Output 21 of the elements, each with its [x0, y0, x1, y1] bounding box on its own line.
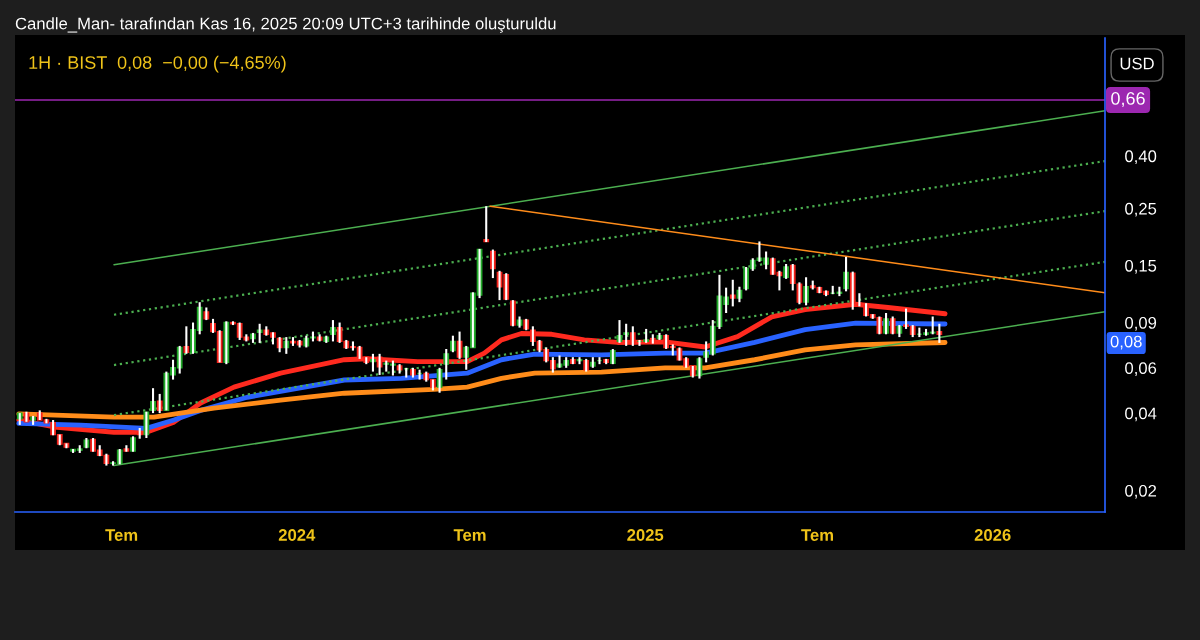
text: 1H · BIST 0,08 −0,00 (−4,65%) [29, 55, 286, 73]
y-tick-label: 0,15 [1125, 259, 1157, 274]
x-tick-label: 2024 [278, 529, 316, 541]
x-tick-label: 2025 [627, 529, 664, 541]
line-series [16, 340, 948, 420]
y-tick-label: 0,06 [1125, 362, 1157, 376]
text: 0,08 [1110, 335, 1142, 350]
y-tick-label: 0,02 [1125, 484, 1157, 499]
y-tick-label: 0,04 [1125, 407, 1157, 422]
x-tick-label: Tem [801, 529, 833, 541]
candlestick [123, 444, 130, 453]
y-tick-label: 0,40 [1125, 150, 1157, 165]
y-tick-label: 0,25 [1125, 202, 1157, 217]
x-tick-label: Tem [453, 529, 486, 541]
x-tick-label: 2026 [974, 529, 1011, 541]
text: USD [1120, 57, 1154, 70]
ref-line-label: 0,66 [1111, 92, 1145, 107]
text: Candle_Man- tarafından Kas 16, 2025 20:09 UTC+3 tarihinde oluşturuldu [15, 17, 556, 33]
x-tick-label: Tem [105, 529, 138, 541]
line-series [16, 320, 948, 431]
y-tick-label: 0,09 [1125, 316, 1157, 331]
